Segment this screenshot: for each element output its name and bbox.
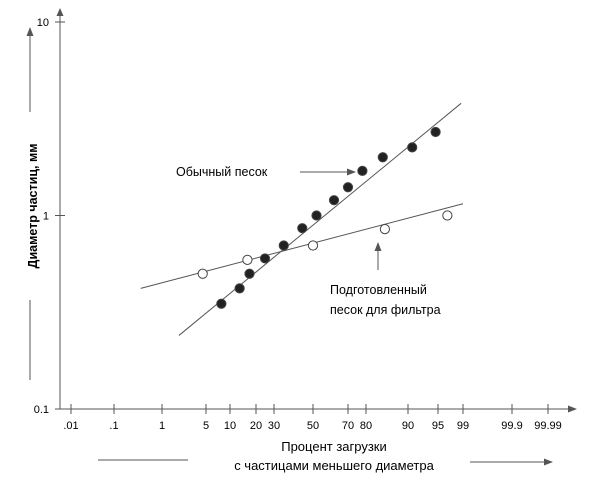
y-axis-arrowhead	[56, 8, 64, 16]
data-series	[140, 102, 464, 336]
x-tick-label: 70	[342, 420, 354, 432]
annotation-ordinary-sand: Обычный песок	[176, 165, 268, 179]
x-tick-label: 80	[360, 420, 372, 432]
data-point-ordinary-sand	[278, 240, 289, 251]
data-point-filter-sand	[197, 268, 208, 279]
data-point-ordinary-sand	[311, 210, 322, 221]
data-point-ordinary-sand	[216, 298, 227, 309]
data-point-ordinary-sand	[430, 126, 441, 138]
data-point-ordinary-sand	[234, 283, 245, 294]
y-tick-label: 1	[43, 211, 49, 223]
data-point-ordinary-sand	[244, 268, 255, 279]
data-point-filter-sand	[242, 254, 253, 265]
data-point-filter-sand	[379, 224, 390, 235]
x-axis-label-line-1: Процент загрузки	[281, 439, 387, 454]
x-tick-label: 99	[457, 420, 469, 432]
x-tick-label: 10	[224, 420, 236, 432]
y-tick-label: 10	[37, 17, 49, 29]
x-tick-label: .01	[63, 420, 78, 432]
x-axis-arrowhead	[568, 405, 577, 413]
data-point-filter-sand	[307, 240, 319, 251]
data-point-ordinary-sand	[342, 182, 354, 193]
fit-line-filter-sand	[140, 203, 464, 289]
y-tick-label: 0.1	[34, 404, 49, 416]
x-tick-label: 20	[250, 420, 262, 432]
x-tick-label: 1	[159, 420, 165, 432]
annotation-filter-sand-line-2: песок для фильтра	[330, 303, 441, 317]
data-point-ordinary-sand	[328, 195, 340, 206]
x-label-arrow-icon	[544, 458, 553, 466]
annotation-ordinary-arrow-icon	[347, 168, 356, 176]
x-tick-label: .1	[109, 420, 118, 432]
data-point-ordinary-sand	[357, 165, 368, 177]
y-label-arrow-icon	[26, 27, 34, 36]
x-tick-label: 5	[203, 420, 209, 432]
data-point-filter-sand	[442, 210, 453, 221]
data-point-ordinary-sand	[259, 253, 271, 264]
x-tick-label: 30	[268, 420, 280, 432]
x-tick-label: 99.9	[501, 420, 522, 432]
y-axis-label: Диаметр частиц, мм	[26, 144, 40, 269]
x-tick-label: 95	[432, 420, 444, 432]
x-tick-label: 90	[402, 420, 414, 432]
annotation-filter-sand-line-1: Подготовленный	[330, 283, 427, 297]
data-point-ordinary-sand	[297, 223, 308, 234]
data-point-ordinary-sand	[407, 142, 418, 153]
x-axis-label-line-2: с частицами меньшего диаметра	[234, 458, 434, 473]
data-point-ordinary-sand	[377, 152, 388, 163]
annotation-filter-arrow-icon	[374, 242, 382, 251]
x-tick-label: 99.99	[534, 420, 562, 432]
x-tick-label: 50	[307, 420, 319, 432]
fit-line-ordinary-sand	[178, 102, 462, 336]
axis-ticks: .01 .1 1 5 10 20 30 50 70 80 90 95 99 99.9 99.99 0.1 1 10	[34, 17, 562, 432]
